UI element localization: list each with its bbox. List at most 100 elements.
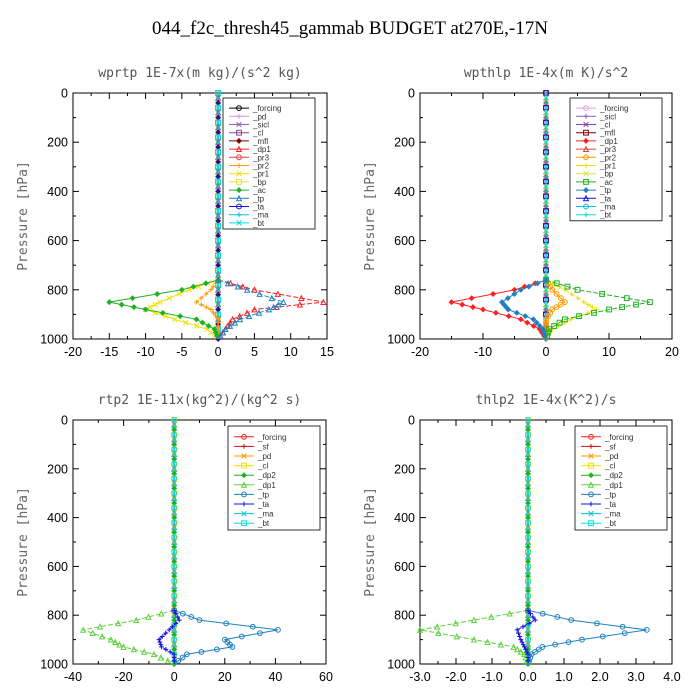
legend-swatch-marker — [583, 137, 589, 144]
series-point — [208, 287, 214, 293]
series-point — [173, 611, 179, 617]
legend-label: _forcing — [604, 433, 633, 442]
zero-profile-marker — [215, 95, 221, 101]
panel-title: rtp2 1E-11x(kg^2)/(kg^2 s) — [98, 393, 302, 408]
series-point — [150, 650, 158, 658]
series-point — [245, 312, 253, 320]
legend-box — [222, 97, 316, 230]
legend-swatch-marker — [588, 510, 594, 517]
series-point — [236, 315, 244, 323]
zero-profile-marker — [543, 198, 549, 204]
series-point — [554, 614, 561, 620]
series-point — [647, 299, 653, 306]
series-point — [416, 626, 424, 633]
y-tick-label: 1000 — [40, 658, 68, 672]
legend-swatch-marker — [241, 491, 247, 498]
y-tick-label: 800 — [47, 609, 68, 623]
series-point — [256, 630, 263, 637]
series-point — [130, 645, 138, 653]
legend-swatch-marker — [582, 194, 590, 202]
series-point — [280, 298, 287, 305]
y-tick-label: 1000 — [387, 658, 415, 672]
series-point — [118, 301, 125, 308]
legend-swatch-marker — [583, 170, 589, 177]
series-point — [152, 301, 158, 308]
x-tick-label: 60 — [319, 670, 333, 684]
series-point — [179, 654, 186, 661]
series-line — [527, 609, 647, 665]
chart-panel-4: thlp2 1E-4x(K^2)/s Pressure [hPa] 0 200 400 6… — [363, 393, 681, 684]
legend-label: _mfl — [599, 129, 615, 138]
y-tick-label: 400 — [394, 185, 415, 199]
series-point — [470, 636, 478, 643]
zero-profile-marker — [543, 203, 549, 209]
legend-label: _cl — [252, 129, 263, 138]
series-point — [448, 299, 455, 306]
legend-label: _dp1 — [599, 137, 618, 146]
series-point — [552, 641, 558, 648]
series-point — [198, 302, 204, 308]
series-point — [623, 295, 630, 302]
series-point — [633, 301, 639, 308]
series-point — [188, 614, 195, 620]
series-point — [164, 657, 171, 664]
series-point — [193, 299, 199, 305]
series-point — [516, 630, 521, 636]
series-point — [468, 295, 475, 302]
legend-label: _pd — [604, 452, 618, 461]
y-tick-label: 0 — [61, 87, 68, 101]
series-point — [202, 280, 209, 287]
zero-profile-marker — [543, 272, 549, 278]
x-tick-label: -2.0 — [445, 670, 467, 684]
x-tick-label: 2.0 — [591, 670, 608, 684]
series-point — [158, 610, 165, 617]
y-tick-label: 600 — [47, 234, 68, 248]
zero-profile-marker — [215, 287, 221, 293]
series-point — [158, 642, 164, 647]
legend-swatch-marker — [588, 433, 594, 440]
legend-label: _ta — [599, 194, 612, 203]
series-point — [606, 306, 612, 313]
series-point — [270, 303, 277, 311]
series-point — [470, 616, 478, 623]
series-point — [175, 614, 181, 620]
legend-swatch-marker — [241, 510, 247, 517]
zero-profile-marker — [215, 129, 221, 135]
legend-swatch-marker — [236, 170, 242, 177]
series-point — [525, 283, 532, 290]
x-tick-label: 0 — [543, 345, 550, 359]
legend-label: _mfl — [252, 137, 268, 146]
x-tick-label: 3.0 — [627, 670, 644, 684]
series-point — [523, 647, 529, 652]
series-point — [492, 309, 499, 316]
legend-label: _pr1 — [252, 170, 270, 179]
series-point — [546, 326, 553, 333]
series-point — [581, 299, 587, 305]
legend-label: _pr3 — [252, 153, 270, 162]
x-tick-label: -20 — [411, 345, 429, 359]
x-tick-label: -10 — [474, 345, 492, 359]
panel-title: thlp2 1E-4x(K^2)/s — [476, 393, 617, 408]
legend-label: _sf — [257, 442, 269, 451]
legend-label: _cl — [257, 462, 268, 471]
series-line — [545, 279, 566, 339]
series-point — [183, 651, 190, 658]
series-point — [562, 320, 568, 326]
series-point — [159, 644, 164, 650]
series-point — [223, 620, 230, 627]
series-point — [532, 617, 538, 623]
y-tick-label: 800 — [394, 609, 415, 623]
series-point — [231, 319, 239, 326]
series-point — [234, 283, 242, 290]
series-point — [157, 299, 163, 305]
series-point — [163, 630, 169, 636]
series-point — [562, 316, 568, 323]
legend-label: _ma — [252, 211, 269, 220]
legend-swatch-marker — [236, 113, 242, 119]
legend-label: _pr2 — [252, 162, 270, 171]
series-point — [229, 644, 236, 650]
series-point — [643, 626, 650, 633]
legend-swatch-marker — [236, 212, 242, 218]
series-point — [320, 298, 327, 305]
zero-profile-marker — [215, 183, 221, 190]
